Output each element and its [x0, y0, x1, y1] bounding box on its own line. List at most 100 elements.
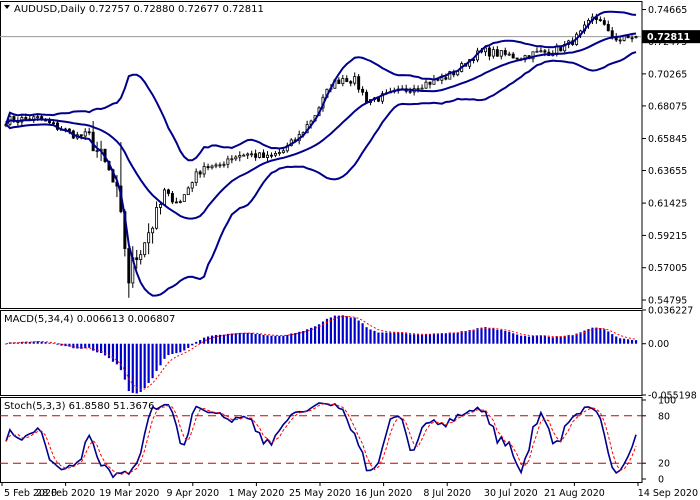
candle-body — [341, 78, 345, 85]
macd-bar — [302, 330, 305, 344]
macd-bar — [575, 333, 578, 344]
macd-bar — [99, 343, 103, 354]
macd-bar — [345, 316, 348, 344]
macd-bar — [131, 343, 134, 393]
macd-bar — [218, 334, 222, 344]
candle-body — [416, 88, 420, 90]
macd-bar — [206, 336, 210, 344]
price-panel-frame — [0, 1, 643, 309]
macd-bar — [222, 334, 226, 344]
macd-bar — [88, 343, 91, 348]
macd-bar — [36, 341, 39, 344]
macd-bar — [377, 332, 380, 344]
macd-bar — [397, 332, 400, 344]
candle-body — [277, 152, 281, 154]
time-axis-label: 8 Jul 2020 — [423, 488, 471, 499]
price-axis-label: 0.63655 — [648, 166, 687, 177]
macd-bar — [416, 334, 420, 344]
candle-body — [194, 171, 198, 183]
candle-body — [448, 71, 452, 80]
candle-body — [408, 90, 412, 93]
candle-body — [345, 78, 349, 82]
macd-bar — [56, 343, 59, 345]
macd-bar — [321, 321, 325, 344]
macd-bar — [619, 338, 622, 344]
macd-bar — [4, 343, 8, 345]
macd-panel-frame — [0, 310, 643, 396]
macd-bar — [274, 335, 277, 344]
candle-body — [444, 77, 448, 80]
macd-bar — [40, 341, 43, 344]
price-axis-label: 0.54795 — [648, 296, 687, 307]
macd-bar — [258, 333, 261, 344]
candle-body — [182, 194, 186, 202]
candle-body — [87, 131, 91, 134]
macd-bar — [163, 343, 166, 359]
candle-body — [36, 116, 40, 118]
macd-bar — [627, 339, 630, 344]
candle-body — [52, 122, 56, 125]
time-axis-label: 14 Sep 2020 — [638, 488, 698, 499]
candles-layer — [4, 13, 638, 298]
macd-bar — [357, 320, 360, 344]
candle-body — [361, 88, 365, 93]
macd-bar — [123, 343, 126, 380]
macd-bar — [187, 343, 190, 348]
candle-body — [246, 153, 250, 156]
time-axis-label: 5 Feb 2020 — [4, 488, 57, 499]
macd-bar — [591, 327, 594, 344]
candle-body — [273, 153, 277, 156]
candle-body — [634, 36, 638, 39]
macd-bar — [80, 343, 83, 349]
macd-bar — [420, 334, 424, 344]
candle-body — [218, 164, 222, 167]
macd-bar — [226, 333, 229, 344]
candle-body — [24, 117, 28, 120]
macd-bar — [413, 334, 416, 344]
macd-bar — [230, 333, 233, 344]
macd-bar — [68, 343, 71, 347]
macd-histogram-layer — [4, 315, 638, 394]
macd-bar — [595, 327, 598, 344]
macd-bar — [96, 343, 99, 353]
stoch-title: Stoch(5,3,3) 61.8580 51.3676 — [4, 401, 155, 412]
macd-bar — [238, 332, 241, 344]
macd-bar — [20, 341, 23, 344]
candle-body — [238, 155, 242, 158]
time-axis-label: 1 May 2020 — [228, 488, 284, 499]
macd-bar — [381, 332, 384, 344]
macd-bar — [147, 343, 150, 383]
macd-bar — [611, 334, 614, 344]
macd-bar — [369, 329, 372, 344]
macd-bar — [310, 327, 313, 344]
macd-bar — [306, 329, 309, 344]
macd-bar — [500, 329, 503, 344]
macd-bar — [432, 333, 436, 344]
macd-bar — [214, 334, 218, 344]
macd-bar — [452, 332, 455, 344]
macd-bar — [409, 334, 412, 344]
candle-body — [170, 193, 174, 203]
macd-bar — [456, 332, 459, 344]
macd-bar — [440, 333, 443, 344]
macd-bar — [115, 343, 119, 365]
macd-bar — [12, 342, 15, 344]
macd-bar — [210, 335, 214, 344]
macd-bar — [250, 333, 253, 344]
candle-body — [357, 76, 361, 90]
candle-body — [254, 153, 258, 158]
macd-bar — [290, 333, 293, 344]
price-axis-label: 0.57005 — [648, 263, 687, 274]
macd-bar — [76, 343, 79, 349]
macd-bar — [571, 335, 574, 344]
stoch-signal-line — [5, 402, 637, 476]
candle-body — [353, 76, 357, 84]
stoch-axis-label: 80 — [658, 411, 670, 422]
candle-body — [151, 227, 155, 234]
macd-bar — [504, 330, 507, 344]
macd-bar — [520, 335, 523, 344]
macd-bar — [567, 334, 570, 344]
macd-bar — [337, 315, 340, 344]
macd-bar — [329, 317, 332, 344]
